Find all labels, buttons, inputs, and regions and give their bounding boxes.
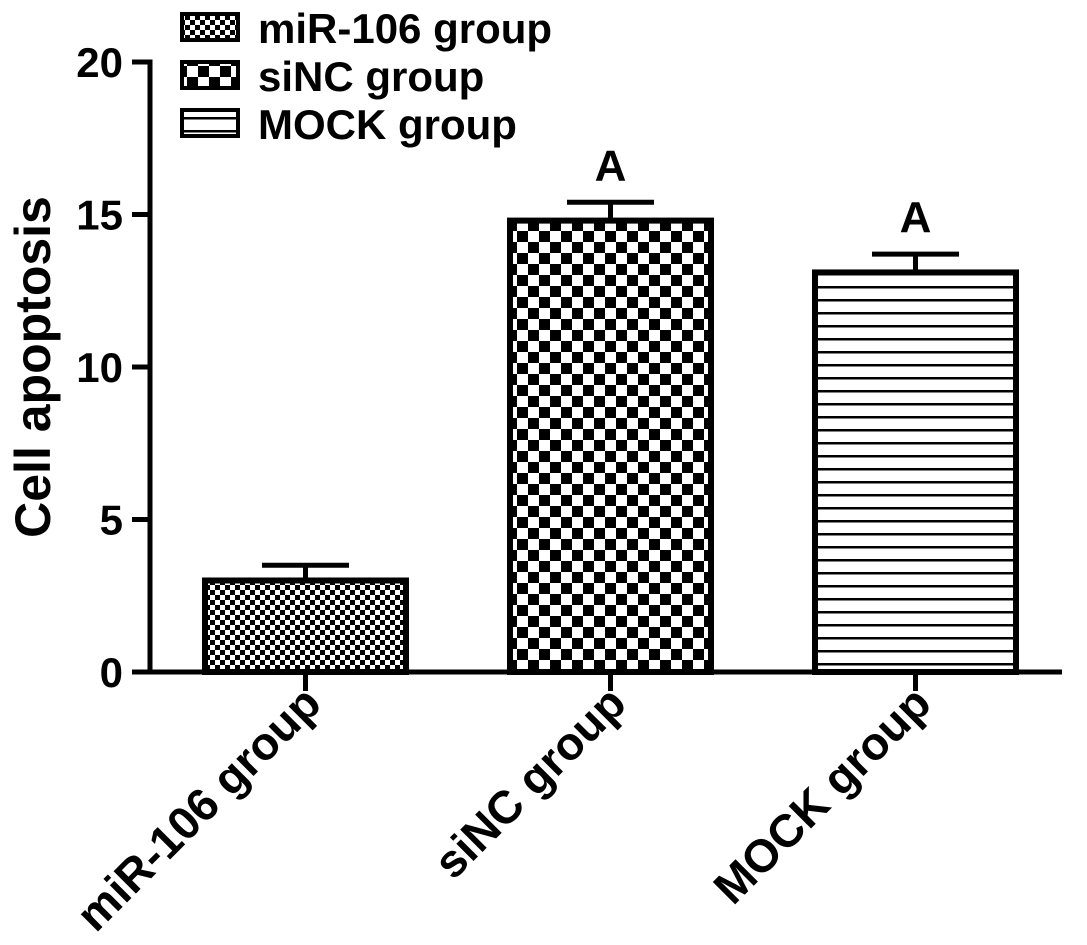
x-tick-label-sinc-group: siNC group	[424, 676, 636, 888]
x-tick-label-mir-106-group: miR-106 group	[66, 676, 330, 940]
y-tick-label: 0	[100, 649, 123, 696]
x-axis: miR-106 group siNC group MOCK group	[66, 669, 1062, 941]
bar-mock-group	[812, 269, 1019, 675]
significance-labels: AA	[595, 141, 932, 242]
error-bar-mir-106-group	[262, 562, 349, 581]
bar-mir-106-group	[202, 577, 409, 675]
legend-label: MOCK group	[258, 101, 517, 148]
legend-swatch	[180, 12, 240, 42]
y-axis: 0 5 10 15 20	[76, 39, 153, 696]
legend-label: miR-106 group	[258, 5, 552, 52]
y-tick-label: 20	[76, 39, 123, 86]
legend-swatch	[180, 60, 240, 90]
y-tick-label: 15	[76, 192, 123, 239]
bars	[202, 217, 1019, 675]
legend-swatch	[180, 108, 240, 138]
y-tick-label: 10	[76, 344, 123, 391]
error-bar-mock-group	[872, 251, 959, 273]
y-tick-label: 5	[100, 497, 123, 544]
significance-label-mock-group: A	[900, 193, 932, 242]
legend-entry-mir-106-group: miR-106 group	[180, 5, 552, 52]
significance-label-sinc-group: A	[595, 141, 627, 190]
x-tick-label-mock-group: MOCK group	[703, 676, 940, 913]
legend-entry-mock-group: MOCK group	[180, 101, 517, 148]
legend-entry-sinc-group: siNC group	[180, 53, 484, 100]
bar-sinc-group	[507, 217, 714, 675]
legend-label: siNC group	[258, 53, 484, 100]
y-axis-label: Cell apoptosis	[5, 196, 61, 538]
error-bar-sinc-group	[567, 199, 654, 221]
error-bars	[262, 199, 959, 581]
